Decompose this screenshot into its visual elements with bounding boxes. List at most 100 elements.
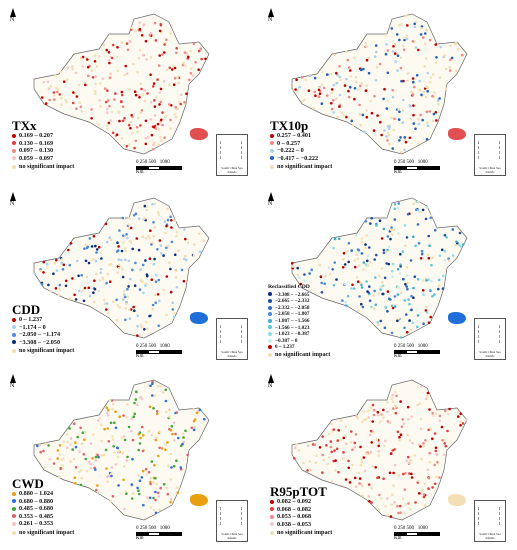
china-map-txx xyxy=(33,13,210,155)
station-dot xyxy=(363,469,367,473)
station-dot xyxy=(416,277,420,281)
station-dot xyxy=(409,328,413,332)
station-dot xyxy=(379,285,383,289)
china-map-tx10p xyxy=(291,13,468,155)
station-dot xyxy=(52,272,55,275)
station-dot xyxy=(334,469,337,472)
station-dot xyxy=(435,56,438,59)
station-dot xyxy=(321,471,324,474)
station-dot xyxy=(165,246,168,250)
station-dot xyxy=(122,414,125,417)
station-dot xyxy=(61,268,65,271)
station-dot xyxy=(365,115,369,119)
station-dot xyxy=(151,307,155,311)
station-dot xyxy=(126,236,129,240)
legend-item: 0.059 – 0.097 xyxy=(12,155,74,163)
station-dot xyxy=(295,78,298,82)
scale-bar: 0 250 500 1000 Km xyxy=(136,526,182,541)
station-dot xyxy=(376,476,379,480)
station-dot xyxy=(131,492,135,495)
station-dot xyxy=(459,420,462,424)
station-dot xyxy=(364,418,368,421)
station-dot xyxy=(164,115,167,118)
station-dot xyxy=(364,41,367,45)
station-dot xyxy=(151,85,155,88)
station-dot xyxy=(165,68,169,72)
station-dot xyxy=(158,299,161,302)
station-dot xyxy=(427,234,430,238)
station-dot xyxy=(94,468,97,471)
station-dot xyxy=(364,220,368,223)
station-dot xyxy=(424,397,428,401)
station-dot xyxy=(134,261,137,265)
station-dot xyxy=(368,261,372,264)
station-dot xyxy=(121,105,125,108)
station-dot xyxy=(448,407,451,411)
station-dot xyxy=(411,93,415,96)
station-dot xyxy=(372,129,376,132)
station-dot xyxy=(302,461,305,465)
station-dot xyxy=(408,459,412,462)
station-dot xyxy=(128,317,132,320)
station-dot xyxy=(424,439,427,442)
map-panel-txx: N TXx 0.169 – 0.207 0.130 – 0.169 0.097 … xyxy=(4,4,254,182)
station-dot xyxy=(394,390,397,394)
north-arrow: N xyxy=(268,374,274,389)
legend-dot-icon xyxy=(270,522,274,527)
station-dot xyxy=(391,89,394,92)
station-dot xyxy=(98,99,101,102)
station-dot xyxy=(318,263,321,267)
station-dot xyxy=(153,105,157,108)
station-dot xyxy=(384,505,387,508)
station-dot xyxy=(434,61,438,65)
station-dot xyxy=(109,119,113,122)
station-dot xyxy=(100,454,104,457)
station-dot xyxy=(417,200,420,204)
station-dot xyxy=(391,95,395,99)
station-dot xyxy=(85,469,89,473)
station-dot xyxy=(434,43,437,46)
station-dot xyxy=(148,257,152,261)
station-dot xyxy=(411,77,415,80)
station-dot xyxy=(351,463,354,467)
station-dot xyxy=(60,103,63,106)
station-dot xyxy=(391,393,394,397)
legend-no-significant: no significant impact xyxy=(268,351,330,359)
station-dot xyxy=(373,289,376,293)
station-dot xyxy=(396,206,400,210)
station-dot xyxy=(79,105,83,109)
station-dot xyxy=(52,462,56,465)
station-dot xyxy=(425,279,428,282)
station-dot xyxy=(106,111,109,114)
station-dot xyxy=(136,486,139,490)
station-dot xyxy=(49,289,52,293)
station-dot xyxy=(125,42,129,45)
station-dot xyxy=(151,394,154,397)
station-dot xyxy=(393,305,397,308)
station-dot xyxy=(360,460,364,464)
station-dot xyxy=(383,326,387,329)
station-dot xyxy=(341,299,344,302)
station-dot xyxy=(381,413,385,416)
station-dot xyxy=(127,223,130,226)
station-dot xyxy=(113,98,116,101)
station-dot xyxy=(330,480,334,483)
station-dot xyxy=(164,399,168,403)
station-dot xyxy=(123,116,126,120)
station-dot xyxy=(153,257,156,261)
station-dot xyxy=(342,451,345,454)
station-dot xyxy=(438,414,442,418)
station-dot xyxy=(119,258,123,262)
station-dot xyxy=(186,241,190,244)
station-dot xyxy=(359,445,362,449)
station-dot xyxy=(362,456,366,459)
station-dot xyxy=(376,410,380,414)
station-dot xyxy=(97,55,101,58)
station-dot xyxy=(191,74,195,77)
station-dot xyxy=(166,218,170,222)
station-dot xyxy=(360,286,364,289)
station-dot xyxy=(173,76,177,80)
station-dot xyxy=(168,66,172,70)
station-dot xyxy=(117,245,120,248)
station-dot xyxy=(141,449,145,453)
